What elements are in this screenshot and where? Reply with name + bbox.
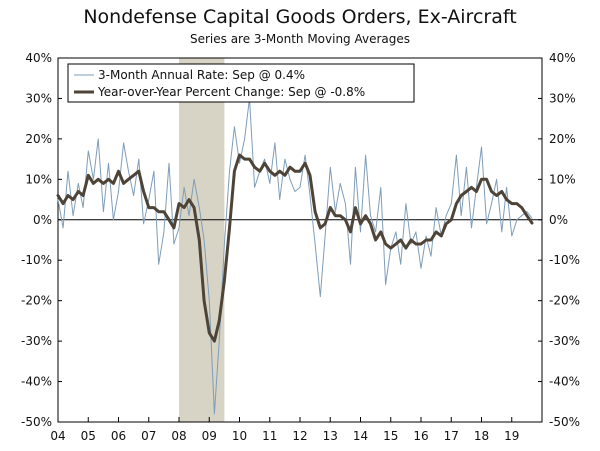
y-tick-label-left: -20%	[21, 294, 52, 308]
y-tick-label-right: -10%	[549, 253, 580, 267]
x-tick-label: 14	[353, 429, 368, 443]
y-tick-label-left: 40%	[25, 51, 52, 65]
legend-box	[67, 63, 415, 103]
x-tick-label: 08	[171, 429, 186, 443]
y-tick-label-left: 0%	[33, 213, 52, 227]
x-tick-label: 19	[504, 429, 519, 443]
chart-subtitle: Series are 3-Month Moving Averages	[189, 32, 411, 46]
y-tick-label-right: 30%	[549, 91, 576, 105]
recession-shading	[179, 58, 225, 422]
x-tick-label: 18	[474, 429, 489, 443]
y-tick-label-left: 30%	[25, 91, 52, 105]
y-tick-label-right: -40%	[549, 375, 580, 389]
y-tick-label-left: -50%	[21, 415, 52, 429]
x-tick-label: 12	[292, 429, 307, 443]
y-tick-label-left: -10%	[21, 253, 52, 267]
x-tick-label: 06	[111, 429, 126, 443]
series-line-yoy	[56, 153, 534, 343]
y-tick-label-right: -20%	[549, 294, 580, 308]
x-tick-label: 09	[202, 429, 217, 443]
y-tick-label-left: -30%	[21, 334, 52, 348]
y-tick-label-left: 20%	[25, 132, 52, 146]
y-tick-label-right: 20%	[549, 132, 576, 146]
y-tick-label-right: -50%	[549, 415, 580, 429]
x-tick-label: 10	[232, 429, 247, 443]
x-tick-label: 05	[81, 429, 96, 443]
legend: 3-Month Annual Rate: Sep @ 0.4% Year-over…	[67, 63, 415, 103]
plot-frame	[57, 57, 543, 423]
y-tick-label-right: -30%	[549, 334, 580, 348]
legend-label: 3-Month Annual Rate: Sep @ 0.4%	[98, 68, 305, 82]
x-tick-label: 13	[323, 429, 338, 443]
chart-title: Nondefense Capital Goods Orders, Ex-Airc…	[83, 6, 517, 28]
y-tick-label-right: 0%	[549, 213, 568, 227]
x-tick-label: 15	[383, 429, 398, 443]
y-tick-label-left: -40%	[21, 375, 52, 389]
x-tick-label: 07	[141, 429, 156, 443]
y-tick-label-right: 40%	[549, 51, 576, 65]
x-tick-label: 04	[50, 429, 65, 443]
x-tick-label: 11	[262, 429, 277, 443]
x-tick-label: 16	[413, 429, 428, 443]
y-tick-label-right: 10%	[549, 172, 576, 186]
x-tick-label: 17	[444, 429, 459, 443]
series-line-annual-rate	[57, 97, 533, 415]
y-tick-label-left: 10%	[25, 172, 52, 186]
legend-label: Year-over-Year Percent Change: Sep @ -0.…	[97, 85, 365, 99]
